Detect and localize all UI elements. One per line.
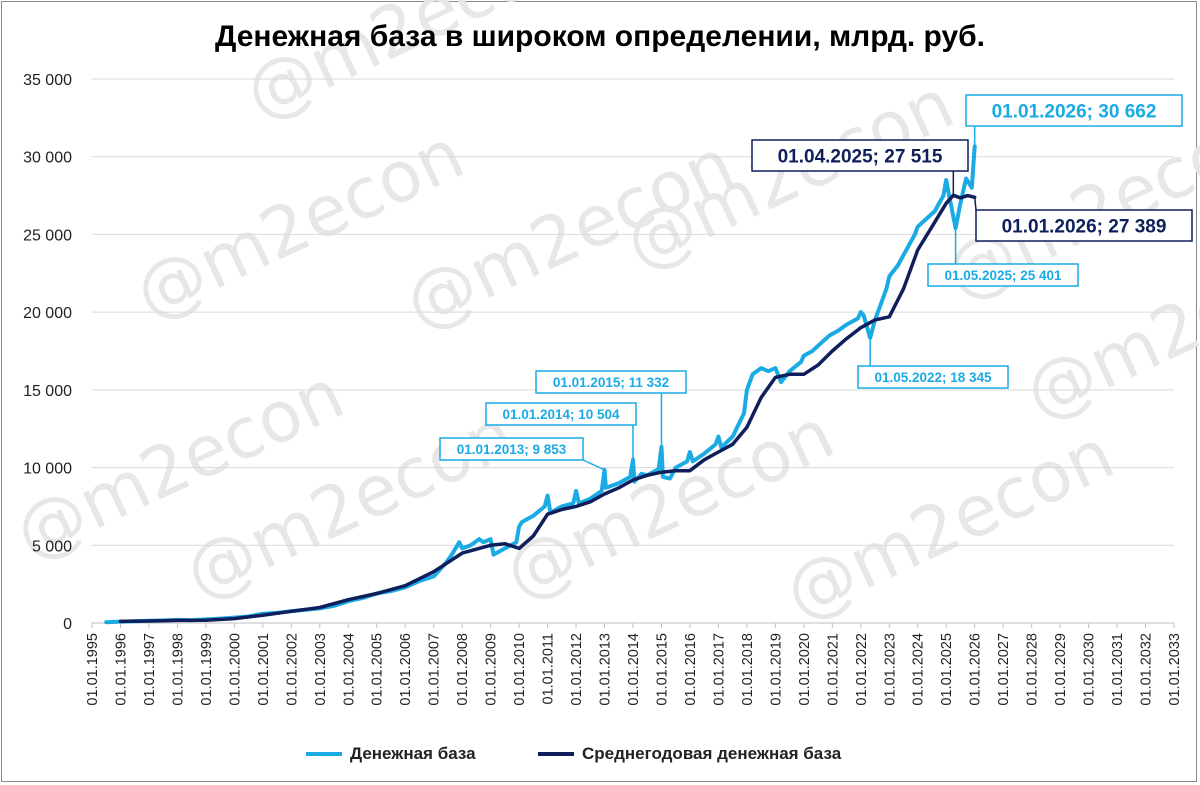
x-tick-label: 01.01.2025 <box>939 633 955 706</box>
legend-item-money-base: Денежная база <box>306 744 476 764</box>
x-tick-label: 01.01.2022 <box>854 633 870 706</box>
x-tick-label: 01.01.2006 <box>398 633 414 706</box>
y-tick-label: 0 <box>63 616 72 633</box>
legend-label-money-base: Денежная база <box>350 744 476 763</box>
annotation-2013-leader <box>582 459 605 471</box>
x-tick-label: 01.01.2013 <box>598 633 614 706</box>
x-tick-label: 01.01.2020 <box>797 633 813 706</box>
axes: 0 5 000 10 000 15 000 20 000 25 000 30 000 35 0… <box>23 72 1183 706</box>
x-tick-label: 01.01.2032 <box>1139 633 1155 706</box>
x-tick-label: 01.01.2007 <box>427 633 443 706</box>
x-tick-label: 01.01.2033 <box>1167 633 1183 706</box>
annotation-2025-05-box <box>927 263 1079 287</box>
x-tick-label: 01.01.1998 <box>170 633 186 706</box>
x-tick-label: 01.01.2023 <box>882 633 898 706</box>
legend-item-avg-money-base: Среднегодовая денежная база <box>538 744 841 764</box>
x-tick-label: 01.01.2019 <box>768 633 784 706</box>
annotation-2015-box <box>535 370 687 394</box>
x-tick-label: 01.01.2005 <box>370 633 386 706</box>
x-tick-label: 01.01.2010 <box>512 633 528 706</box>
annotation-2026-avg-box <box>975 209 1193 242</box>
x-tick-label: 01.01.2012 <box>569 633 585 706</box>
annotations: 01.01.2013; 9 853 01.01.2014; 10 504 01.01… <box>439 94 1193 471</box>
x-tick-label: 01.01.1995 <box>85 633 101 706</box>
x-tick-label: 01.01.2000 <box>227 633 243 706</box>
x-tick-label: 01.01.2015 <box>654 633 670 706</box>
x-tick-label: 01.01.2030 <box>1082 633 1098 706</box>
x-tick-label: 01.01.2027 <box>996 633 1012 706</box>
annotation-2014-label: 01.01.2014; 10 504 <box>502 407 620 422</box>
annotation-2026-avg-label: 01.01.2026; 27 389 <box>1002 216 1167 237</box>
annotation-2025-04-avg-label: 01.04.2025; 27 515 <box>778 146 943 167</box>
x-tick-label: 01.01.2024 <box>911 633 927 706</box>
x-tick-label: 01.01.2031 <box>1110 633 1126 706</box>
annotation-2026-base-label: 01.01.2026; 30 662 <box>992 101 1157 122</box>
y-tick-label: 30 000 <box>23 150 72 167</box>
x-tick-label: 01.01.2001 <box>256 633 272 706</box>
x-tick-label: 01.01.2002 <box>284 633 300 706</box>
legend-swatch-money-base <box>306 752 342 756</box>
y-tick-label: 20 000 <box>23 305 72 322</box>
x-tick-label: 01.01.2029 <box>1053 633 1069 706</box>
annotation-2015-label: 01.01.2015; 11 332 <box>553 375 669 390</box>
x-tick-label: 01.01.2011 <box>541 633 557 705</box>
y-tick-label: 25 000 <box>23 227 72 244</box>
x-tick-label: 01.01.2018 <box>740 633 756 706</box>
annotation-2025-04-avg-box <box>751 139 969 172</box>
legend-label-avg-money-base: Среднегодовая денежная база <box>582 744 842 763</box>
annotation-2022-label: 01.05.2022; 18 345 <box>874 370 992 385</box>
x-tick-label: 01.01.2004 <box>341 633 357 706</box>
y-tick-label: 35 000 <box>23 72 72 89</box>
x-tick-label: 01.01.2026 <box>968 633 984 706</box>
annotation-2022-box <box>857 365 1009 389</box>
y-tick-label: 5 000 <box>32 538 72 555</box>
annotation-2014-box <box>485 402 637 426</box>
x-tick-label: 01.01.2003 <box>313 633 329 706</box>
x-tick-label: 01.01.1997 <box>142 633 158 706</box>
x-tick-label: 01.01.2028 <box>1025 633 1041 706</box>
x-tick-label: 01.01.2008 <box>455 633 471 706</box>
series-avg-money-base <box>118 193 977 624</box>
x-tick-label: 01.01.1996 <box>113 633 129 706</box>
annotation-2025-05-label: 01.05.2025; 25 401 <box>944 268 1062 283</box>
legend: Денежная база Среднегодовая денежная баз… <box>0 744 1200 768</box>
x-tick-label: 01.01.2021 <box>825 633 841 706</box>
x-tick-label: 01.01.2014 <box>626 633 642 706</box>
x-tick-label: 01.01.2017 <box>711 633 727 706</box>
annotation-2026-base-box <box>965 94 1183 127</box>
x-tick-label: 01.01.2016 <box>683 633 699 706</box>
y-tick-label: 10 000 <box>23 461 72 478</box>
annotation-2013-label: 01.01.2013; 9 853 <box>457 442 567 457</box>
series <box>104 144 977 625</box>
annotation-2026-avg-leader <box>973 197 977 211</box>
legend-swatch-avg-money-base <box>538 752 574 756</box>
annotation-2013-box <box>439 437 584 461</box>
x-tick-label: 01.01.2009 <box>484 633 500 706</box>
x-tick-label: 01.01.1999 <box>199 633 215 706</box>
y-tick-label: 15 000 <box>23 383 72 400</box>
chart-title: Денежная база в широком определении, млр… <box>214 20 986 53</box>
